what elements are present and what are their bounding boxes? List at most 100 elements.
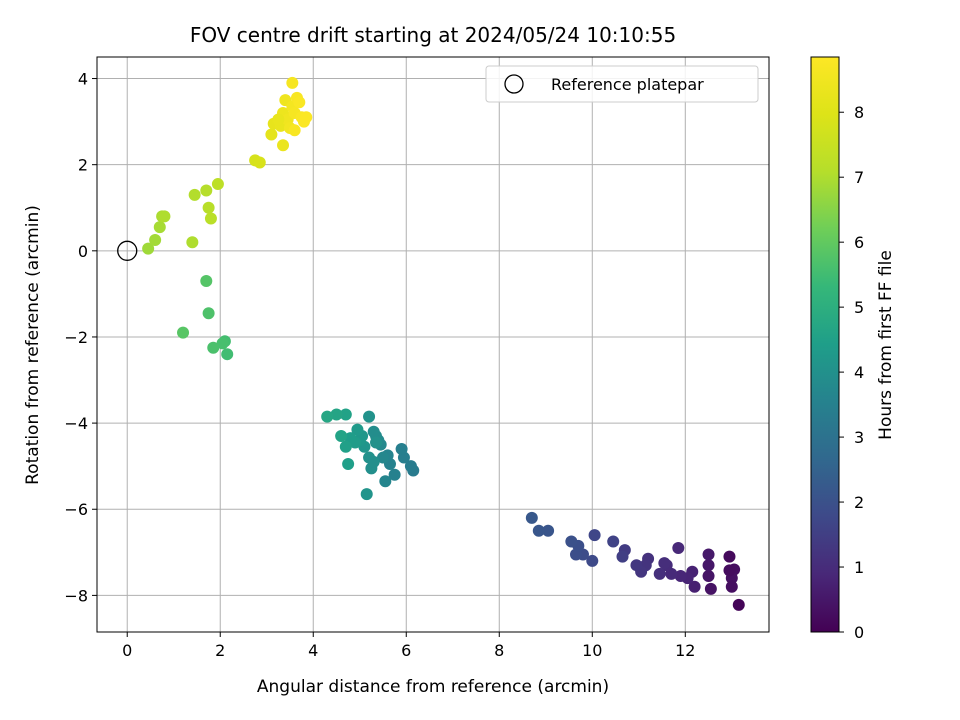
data-point	[723, 550, 736, 563]
data-point	[702, 548, 715, 561]
legend-box	[485, 65, 759, 103]
data-point	[367, 425, 380, 438]
colorbar-gradient	[810, 56, 840, 633]
data-point	[339, 440, 352, 453]
data-point	[586, 554, 599, 567]
colorbar-tick-label: 4	[854, 363, 864, 382]
data-point	[253, 156, 266, 169]
y-tick-label: 4	[78, 70, 88, 89]
x-tick-label: 10	[582, 641, 602, 660]
data-point	[200, 274, 213, 287]
data-point	[288, 124, 301, 137]
data-point	[216, 337, 229, 350]
chart-title: FOV centre drift starting at 2024/05/24 …	[190, 23, 676, 47]
colorbar-label: Hours from first FF file	[876, 250, 896, 440]
data-point	[149, 234, 162, 247]
data-point	[211, 178, 224, 191]
data-point	[330, 408, 343, 421]
data-point	[207, 341, 220, 354]
y-tick-label: −8	[64, 586, 88, 605]
data-point	[370, 436, 383, 449]
data-point	[702, 559, 715, 572]
data-point	[286, 76, 299, 89]
data-point	[200, 184, 213, 197]
data-point	[404, 460, 417, 473]
data-point	[674, 570, 687, 583]
data-point	[158, 210, 171, 223]
data-point	[688, 580, 701, 593]
data-point	[525, 511, 538, 524]
data-point	[732, 598, 745, 611]
data-point	[588, 529, 601, 542]
data-point	[321, 410, 334, 423]
y-tick-label: 2	[78, 156, 88, 175]
data-point	[265, 128, 278, 141]
data-point	[188, 188, 201, 201]
data-point	[202, 307, 215, 320]
x-tick-label: 0	[122, 641, 132, 660]
reference-layer	[117, 240, 138, 261]
reference-platepar-marker	[117, 240, 138, 261]
colorbar-ticks: 0 1 2 3 4 5 6 7 8	[839, 103, 864, 642]
data-point	[672, 542, 685, 555]
legend-marker-reference	[504, 74, 524, 94]
x-tick-label: 2	[215, 641, 225, 660]
data-point	[702, 570, 715, 583]
data-point	[339, 408, 352, 421]
data-point	[351, 423, 364, 436]
data-point	[142, 242, 155, 255]
y-tick-label: −4	[64, 414, 88, 433]
y-axis-ticks: −8 −6 −4 −2 0 2 4	[64, 70, 97, 605]
data-point	[300, 111, 313, 124]
data-point	[277, 139, 290, 152]
y-tick-label: −2	[64, 328, 88, 347]
data-point	[379, 475, 392, 488]
data-point	[186, 236, 199, 249]
y-axis-label: Rotation from reference (arcmin)	[23, 205, 43, 485]
data-point	[532, 524, 545, 537]
data-point	[388, 468, 401, 481]
x-tick-label: 6	[401, 641, 411, 660]
data-point	[565, 535, 578, 548]
data-point	[542, 524, 555, 537]
data-point	[616, 550, 629, 563]
data-point	[177, 326, 190, 339]
data-point	[630, 559, 643, 572]
data-point	[723, 564, 736, 577]
scatter-points	[142, 76, 745, 611]
y-tick-label: −6	[64, 500, 88, 519]
data-point	[607, 535, 620, 548]
x-axis-label: Angular distance from reference (arcmin)	[257, 677, 609, 697]
x-tick-label: 8	[494, 641, 504, 660]
data-point	[272, 113, 285, 126]
data-point	[395, 442, 408, 455]
data-point	[653, 567, 666, 580]
data-point	[704, 582, 717, 595]
colorbar-tick-label: 5	[854, 298, 864, 317]
data-point	[335, 430, 348, 443]
colorbar-tick-label: 1	[854, 558, 864, 577]
x-tick-label: 4	[308, 641, 318, 660]
x-tick-label: 12	[675, 641, 695, 660]
colorbar-tick-label: 7	[854, 168, 864, 187]
data-point	[725, 580, 738, 593]
data-point	[221, 348, 234, 361]
legend: Reference platepar	[485, 65, 759, 103]
data-point	[363, 410, 376, 423]
colorbar-tick-label: 0	[854, 623, 864, 642]
data-point	[360, 488, 373, 501]
data-point	[658, 557, 671, 570]
x-axis-ticks: 0 2 4 6 8 10 12	[122, 632, 695, 660]
colorbar-tick-label: 2	[854, 493, 864, 512]
data-point	[202, 201, 215, 214]
data-point	[204, 212, 217, 225]
colorbar-tick-label: 8	[854, 103, 864, 122]
data-point	[367, 455, 380, 468]
legend-label-reference: Reference platepar	[551, 75, 704, 94]
y-tick-label: 0	[78, 242, 88, 261]
data-point	[293, 96, 306, 109]
colorbar-tick-label: 6	[854, 233, 864, 252]
plot-area-frame	[96, 56, 770, 633]
grid	[97, 57, 769, 632]
